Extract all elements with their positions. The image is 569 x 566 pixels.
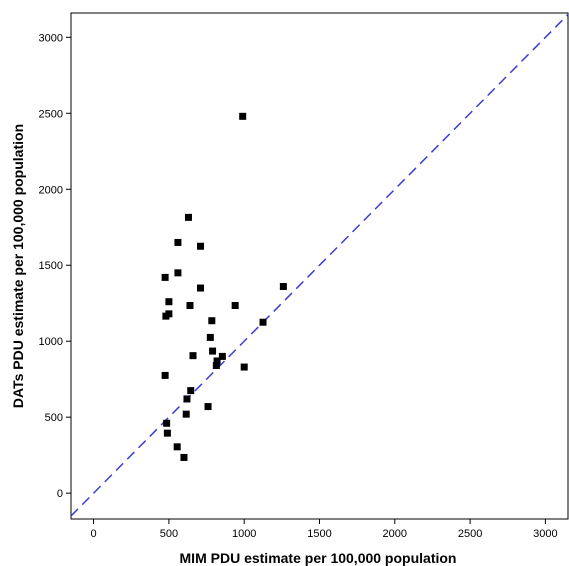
y-axis-ticks: 0 500 1000 1500 2000 2500 3000: [39, 32, 71, 500]
data-point: [182, 410, 190, 418]
data-point: [174, 269, 182, 277]
reference-line-layer: [70, 13, 569, 517]
data-point: [189, 352, 197, 360]
y-axis-title: DATs PDU estimate per 100,000 population: [10, 124, 26, 408]
y-tick-label: 2500: [39, 108, 63, 120]
x-tick-label: 1500: [307, 528, 331, 540]
data-point: [180, 453, 188, 461]
data-point: [206, 333, 214, 341]
y-tick-label: 3000: [39, 32, 63, 44]
x-axis-ticks: 0 500 1000 1500 2000 2500 3000: [91, 519, 558, 540]
data-points: [161, 112, 287, 461]
data-point: [187, 387, 195, 395]
data-point: [212, 362, 220, 370]
data-point: [209, 347, 217, 355]
data-point: [231, 302, 239, 310]
data-point: [165, 298, 173, 306]
x-tick-label: 2500: [458, 528, 482, 540]
data-point: [240, 363, 248, 371]
x-tick-label: 1000: [232, 528, 256, 540]
data-point: [197, 284, 205, 292]
data-point: [259, 318, 267, 326]
identity-reference-line: [70, 13, 569, 517]
data-point: [279, 283, 287, 291]
data-point: [184, 213, 192, 221]
y-tick-label: 500: [45, 412, 63, 424]
data-point: [163, 429, 171, 437]
data-point: [186, 302, 194, 310]
x-tick-label: 0: [91, 528, 97, 540]
data-point: [213, 357, 221, 365]
y-tick-label: 1000: [39, 336, 63, 348]
data-point: [218, 352, 226, 360]
data-point: [161, 371, 169, 379]
data-point: [197, 242, 205, 250]
data-point: [163, 419, 171, 427]
x-tick-label: 500: [160, 528, 178, 540]
x-axis-title: MIM PDU estimate per 100,000 population: [180, 550, 457, 566]
x-tick-label: 3000: [533, 528, 557, 540]
data-point: [208, 317, 216, 325]
y-tick-label: 2000: [39, 184, 63, 196]
data-point: [161, 273, 169, 281]
y-tick-label: 1500: [39, 260, 63, 272]
x-tick-label: 2000: [383, 528, 407, 540]
data-point: [173, 443, 181, 451]
data-point: [174, 238, 182, 246]
data-point: [183, 395, 191, 403]
y-tick-label: 0: [57, 488, 63, 500]
data-point: [239, 112, 247, 120]
data-point: [162, 312, 170, 320]
data-point: [204, 403, 212, 411]
